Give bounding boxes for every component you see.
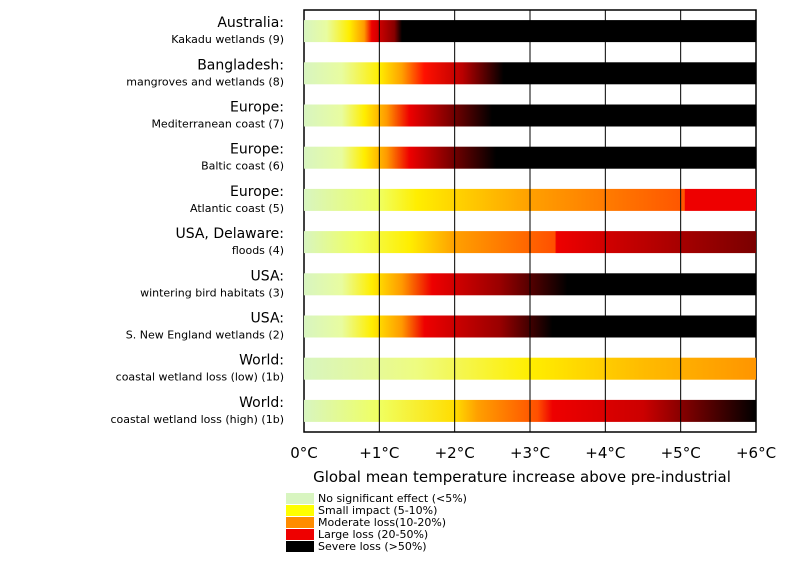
row-detail-label: S. New England wetlands (2) <box>126 329 284 342</box>
legend-swatch-small <box>286 505 314 516</box>
legend-label-severe: Severe loss (>50%) <box>318 540 427 553</box>
legend-label-moderate: Moderate loss(10-20%) <box>318 516 446 529</box>
bars-area <box>303 9 757 433</box>
row-detail-label: Kakadu wetlands (9) <box>171 33 284 46</box>
x-tick-label: +4°C <box>585 444 625 462</box>
row-region-label: Australia: <box>217 15 284 31</box>
legend-label-small: Small impact (5-10%) <box>318 504 437 517</box>
row-detail-label: Baltic coast (6) <box>201 160 284 173</box>
row-detail-label: coastal wetland loss (high) (1b) <box>110 413 284 426</box>
row-region-label: World: <box>239 353 284 369</box>
legend-label-none: No significant effect (<5%) <box>318 492 467 505</box>
row-region-label: Europe: <box>230 142 284 158</box>
row-detail-label: wintering bird habitats (3) <box>140 286 284 299</box>
row-region-label: Europe: <box>230 184 284 200</box>
x-tick-label: +1°C <box>359 444 399 462</box>
legend-swatch-large <box>286 529 314 540</box>
row-region-label: USA: <box>251 311 284 327</box>
x-axis-title: Global mean temperature increase above p… <box>313 468 731 486</box>
x-tick-label: +6°C <box>736 444 776 462</box>
legend-label-large: Large loss (20-50%) <box>318 528 428 541</box>
row-region-label: USA, Delaware: <box>175 226 284 242</box>
row-region-label: Europe: <box>230 100 284 116</box>
x-tick-label: +5°C <box>661 444 701 462</box>
legend-swatch-none <box>286 493 314 504</box>
row-labels: Australia: Kakadu wetlands (9) Bangladesh:… <box>110 15 284 426</box>
x-tick-label: +3°C <box>510 444 550 462</box>
row-region-label: USA: <box>251 268 284 284</box>
legend-swatch-severe <box>286 541 314 552</box>
legend-swatch-moderate <box>286 517 314 528</box>
legend: No significant effect (<5%)Small impact … <box>286 492 467 553</box>
row-detail-label: mangroves and wetlands (8) <box>126 75 284 88</box>
row-region-label: Bangladesh: <box>197 57 284 73</box>
row-detail-label: Mediterranean coast (7) <box>151 118 284 131</box>
row-detail-label: Atlantic coast (5) <box>190 202 284 215</box>
row-detail-label: floods (4) <box>232 244 284 257</box>
x-axis-ticks: 0°C +1°C +2°C +3°C +4°C +5°C +6°C <box>290 444 776 462</box>
x-tick-label: +2°C <box>435 444 475 462</box>
x-tick-label: 0°C <box>290 444 318 462</box>
row-detail-label: coastal wetland loss (low) (1b) <box>116 371 284 384</box>
row-region-label: World: <box>239 395 284 411</box>
